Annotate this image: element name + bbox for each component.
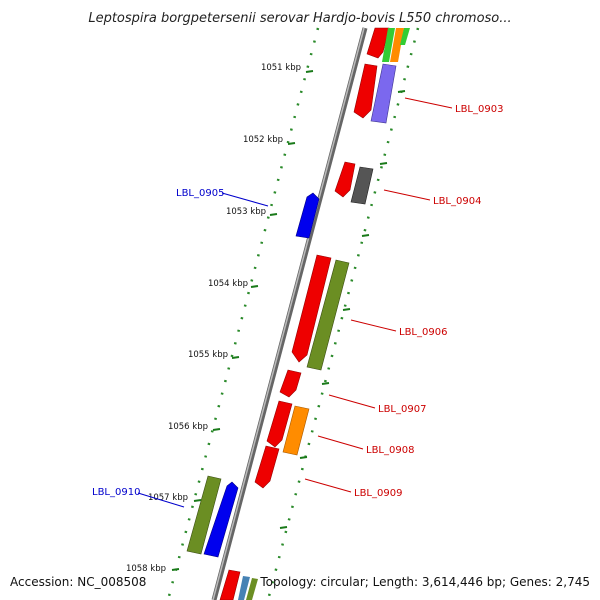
tick-1055: 1055 kbp: [188, 350, 240, 360]
gene-bottom-cropped[interactable]: [219, 569, 258, 600]
svg-text:1052 kbp: 1052 kbp: [243, 135, 283, 145]
gene-lbl-0904[interactable]: [334, 161, 374, 205]
svg-text:1055 kbp: 1055 kbp: [188, 350, 228, 360]
gene-lbl-0909[interactable]: [254, 445, 280, 489]
gene-lbl-0906[interactable]: [291, 254, 350, 371]
label-lbl-0906[interactable]: LBL_0906: [399, 327, 447, 338]
tick-1057: 1057 kbp: [148, 493, 202, 503]
gene-lbl-0903[interactable]: [353, 63, 397, 124]
svg-text:1057 kbp: 1057 kbp: [148, 493, 188, 503]
svg-text:1058 kbp: 1058 kbp: [126, 564, 166, 574]
tick-1056: 1056 kbp: [168, 422, 221, 432]
tick-1051: 1051 kbp: [261, 63, 314, 73]
label-lbl-0903[interactable]: LBL_0903: [455, 104, 503, 115]
gene-lbl-0905[interactable]: [295, 192, 320, 239]
gene-top-cropped[interactable]: [366, 27, 410, 62]
label-lbl-0909[interactable]: LBL_0909: [354, 488, 402, 499]
tick-1058: 1058 kbp: [126, 564, 180, 574]
label-lbl-0908[interactable]: LBL_0908: [366, 445, 414, 456]
map-title: Leptospira borgpetersenii serovar Hardjo…: [88, 11, 511, 26]
svg-text:1053 kbp: 1053 kbp: [226, 207, 266, 217]
accession-text: Accession: NC_008508: [10, 575, 147, 589]
reverse-dotted-track: [166, 27, 320, 600]
label-lbl-0907[interactable]: LBL_0907: [378, 404, 426, 415]
gene-lbl-0908[interactable]: [266, 400, 310, 456]
label-lbl-0910[interactable]: LBL_0910: [92, 487, 140, 498]
tick-1054: 1054 kbp: [208, 279, 259, 289]
gene-lbl-0907[interactable]: [279, 369, 302, 398]
gene-lbl-0910[interactable]: [186, 475, 239, 558]
tick-1052: 1052 kbp: [243, 135, 296, 145]
svg-text:1051 kbp: 1051 kbp: [261, 63, 301, 73]
tick-1053: 1053 kbp: [226, 207, 278, 217]
chromosome-backbone: [211, 27, 368, 600]
label-lbl-0905[interactable]: LBL_0905: [176, 188, 224, 199]
forward-track-dashes: [279, 90, 406, 529]
svg-text:1056 kbp: 1056 kbp: [168, 422, 208, 432]
svg-text:1054 kbp: 1054 kbp: [208, 279, 248, 289]
label-leader-lines: [137, 97, 453, 508]
topology-text: Topology: circular; Length: 3,614,446 bp…: [260, 575, 590, 589]
label-lbl-0904[interactable]: LBL_0904: [433, 196, 481, 207]
